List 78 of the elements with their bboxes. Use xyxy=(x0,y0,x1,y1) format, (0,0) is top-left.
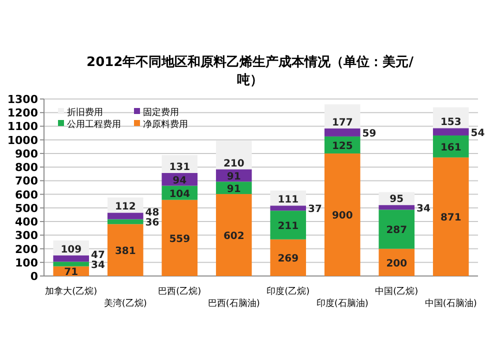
x-tick-label: 巴西(石脑油) xyxy=(208,298,260,309)
data-label: 200 xyxy=(386,258,408,270)
data-label: 109 xyxy=(60,244,82,256)
legend-label: 折旧费用 xyxy=(67,107,103,118)
data-label: 112 xyxy=(114,202,136,213)
chart-title: 2012年不同地区和原料乙烯生产成本情况（单位：美元/吨） xyxy=(86,54,414,88)
bar xyxy=(162,200,198,276)
bar xyxy=(432,135,469,158)
x-tick-label: 印度(乙烷) xyxy=(266,286,310,297)
bar xyxy=(107,212,144,220)
y-tick-label: 400 xyxy=(15,216,38,229)
data-label: 104 xyxy=(169,188,190,200)
data-label: 900 xyxy=(332,210,353,222)
bar xyxy=(107,224,144,276)
data-label: 871 xyxy=(440,212,462,224)
data-label: 34 xyxy=(91,260,105,272)
data-label: 59 xyxy=(362,128,376,140)
data-label: 47 xyxy=(91,250,105,262)
data-label: 34 xyxy=(416,203,430,214)
data-label: 559 xyxy=(169,234,190,245)
bar xyxy=(270,206,306,211)
y-tick-label: 0 xyxy=(30,270,38,283)
legend-label: 固定费用 xyxy=(143,107,179,118)
bar xyxy=(324,104,360,128)
y-tick-label: 1000 xyxy=(7,134,38,147)
data-label: 177 xyxy=(332,117,353,128)
bar xyxy=(53,255,90,262)
data-label: 269 xyxy=(278,254,299,265)
x-tick-label: 巴西(乙烷) xyxy=(158,286,202,297)
data-label: 48 xyxy=(145,208,160,219)
x-tick-label: 中国(石脑油) xyxy=(424,298,477,309)
data-label: 153 xyxy=(440,117,462,128)
data-label: 210 xyxy=(223,158,244,170)
x-tick-label: 美湾(乙烷) xyxy=(104,298,147,309)
data-label: 36 xyxy=(145,218,160,229)
data-label: 94 xyxy=(172,175,187,186)
data-label: 131 xyxy=(169,162,190,173)
data-label: 91 xyxy=(226,171,241,182)
data-label: 381 xyxy=(114,246,136,258)
data-label: 91 xyxy=(226,184,241,195)
data-label: 125 xyxy=(332,140,353,152)
y-tick-label: 900 xyxy=(15,147,38,160)
bar xyxy=(432,157,469,276)
bar xyxy=(53,262,90,266)
y-tick-label: 700 xyxy=(15,174,38,188)
y-tick-label: 1200 xyxy=(7,106,38,120)
x-tick-label: 中国(乙烷) xyxy=(375,286,418,297)
bar xyxy=(378,210,415,249)
data-label: 211 xyxy=(278,221,299,232)
bar xyxy=(324,153,360,276)
y-tick-label: 600 xyxy=(15,188,38,202)
bar xyxy=(324,128,360,136)
legend-label: 公用工程费用 xyxy=(67,119,121,130)
y-tick-label: 100 xyxy=(15,256,38,270)
y-tick-label: 800 xyxy=(15,161,38,174)
bar xyxy=(432,128,469,136)
data-label: 71 xyxy=(64,267,78,278)
data-label: 37 xyxy=(308,204,322,216)
bar xyxy=(270,210,306,240)
y-tick-label: 500 xyxy=(15,202,38,215)
data-label: 602 xyxy=(223,231,244,242)
bar xyxy=(270,239,306,276)
y-tick-label: 1100 xyxy=(7,120,38,134)
y-tick-label: 1300 xyxy=(7,93,38,106)
data-label: 54 xyxy=(470,128,485,139)
y-tick-label: 300 xyxy=(15,229,38,242)
legend-label: 净原料费用 xyxy=(143,119,188,130)
x-tick-label: 加拿大(乙烷) xyxy=(45,286,98,297)
bar xyxy=(216,140,252,170)
y-tick-label: 200 xyxy=(15,242,38,256)
data-label: 161 xyxy=(440,142,462,154)
bar xyxy=(378,205,415,210)
bar xyxy=(216,194,252,276)
bar xyxy=(107,219,144,224)
x-tick-label: 印度(石脑油) xyxy=(316,298,368,309)
data-label: 95 xyxy=(390,194,404,206)
data-label: 287 xyxy=(386,225,408,236)
data-label: 111 xyxy=(278,194,299,206)
